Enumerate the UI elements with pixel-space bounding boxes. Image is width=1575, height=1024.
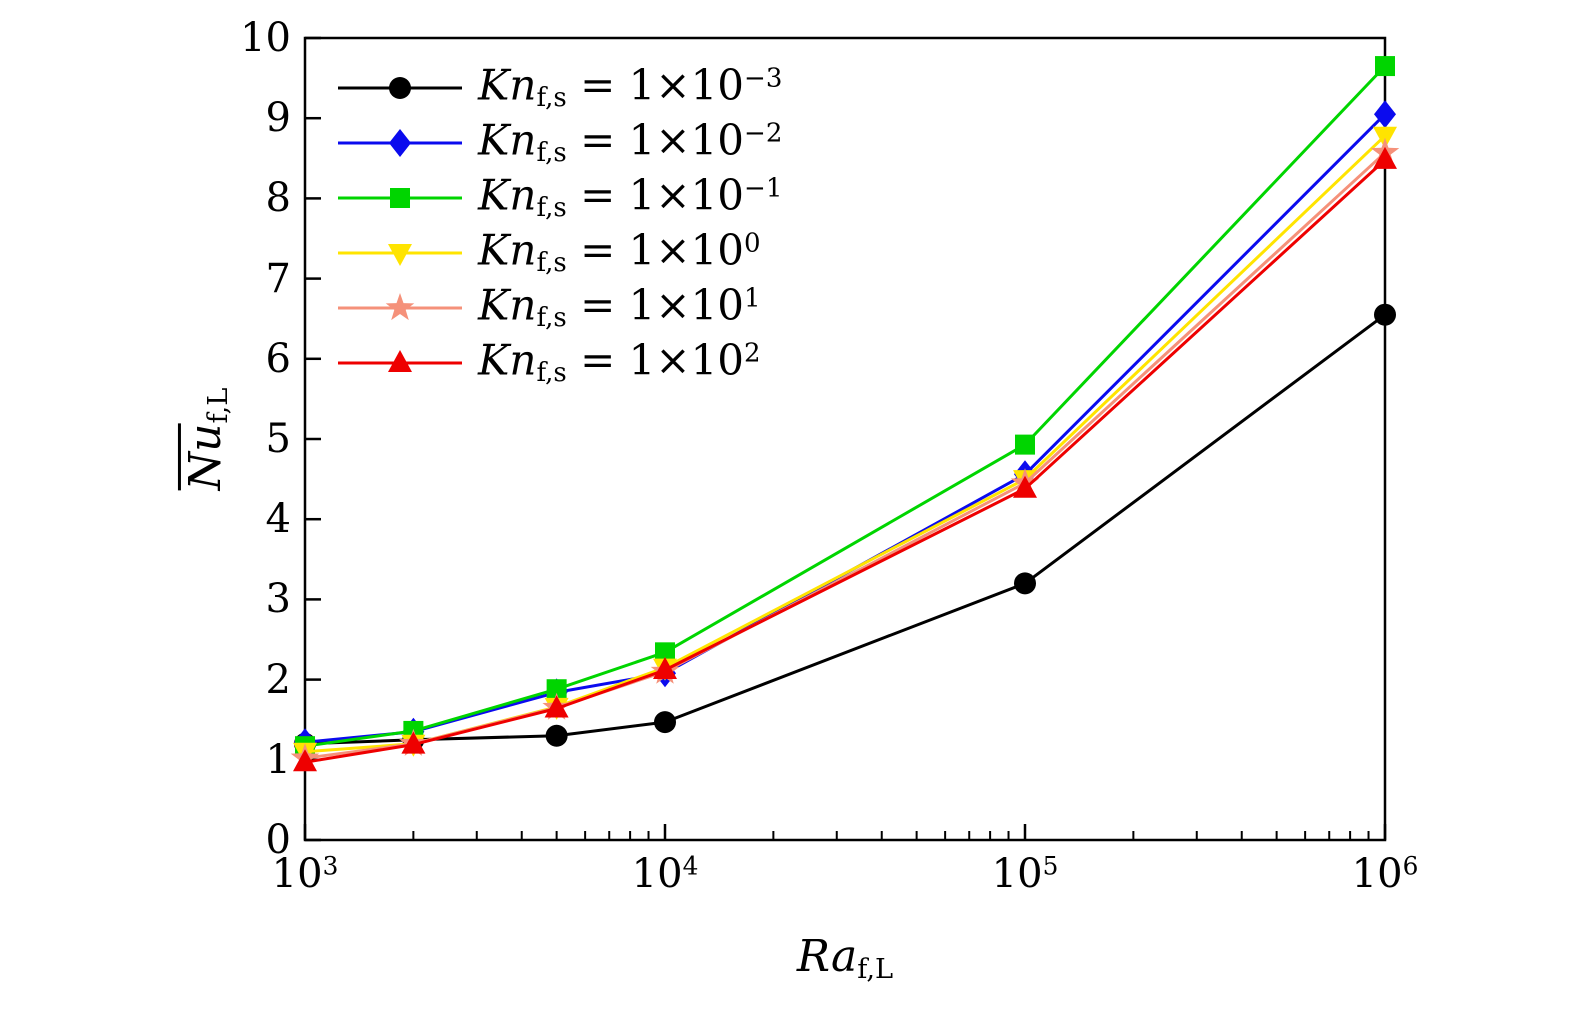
- series-line-3: [304, 134, 1387, 754]
- plot-frame: [303, 36, 1387, 842]
- circle-marker: [1374, 303, 1396, 326]
- square-marker: [546, 679, 567, 700]
- series-line-4: [304, 151, 1387, 760]
- star-marker: [385, 293, 415, 321]
- square-marker: [390, 188, 410, 208]
- triangle-up-marker: [388, 350, 412, 372]
- series-line-0: [304, 313, 1386, 746]
- square-marker: [1375, 56, 1395, 77]
- circle-marker: [389, 77, 411, 99]
- series-line-5: [304, 158, 1387, 764]
- triangle-up-marker: [401, 731, 426, 754]
- diamond-marker: [1374, 100, 1396, 129]
- triangle-up-marker: [1013, 475, 1037, 498]
- triangle-up-marker: [293, 749, 317, 772]
- square-marker: [1015, 434, 1035, 455]
- series-line-2: [304, 65, 1387, 748]
- square-marker: [655, 642, 675, 663]
- circle-marker: [545, 724, 568, 747]
- triangle-down-marker: [388, 244, 412, 266]
- triangle-up-marker: [544, 695, 569, 718]
- diamond-marker: [389, 129, 411, 157]
- triangle-up-marker: [1373, 146, 1397, 169]
- circle-marker: [1014, 572, 1036, 595]
- series-line-1: [304, 113, 1387, 744]
- triangle-up-marker: [653, 657, 677, 679]
- circle-marker: [654, 711, 676, 734]
